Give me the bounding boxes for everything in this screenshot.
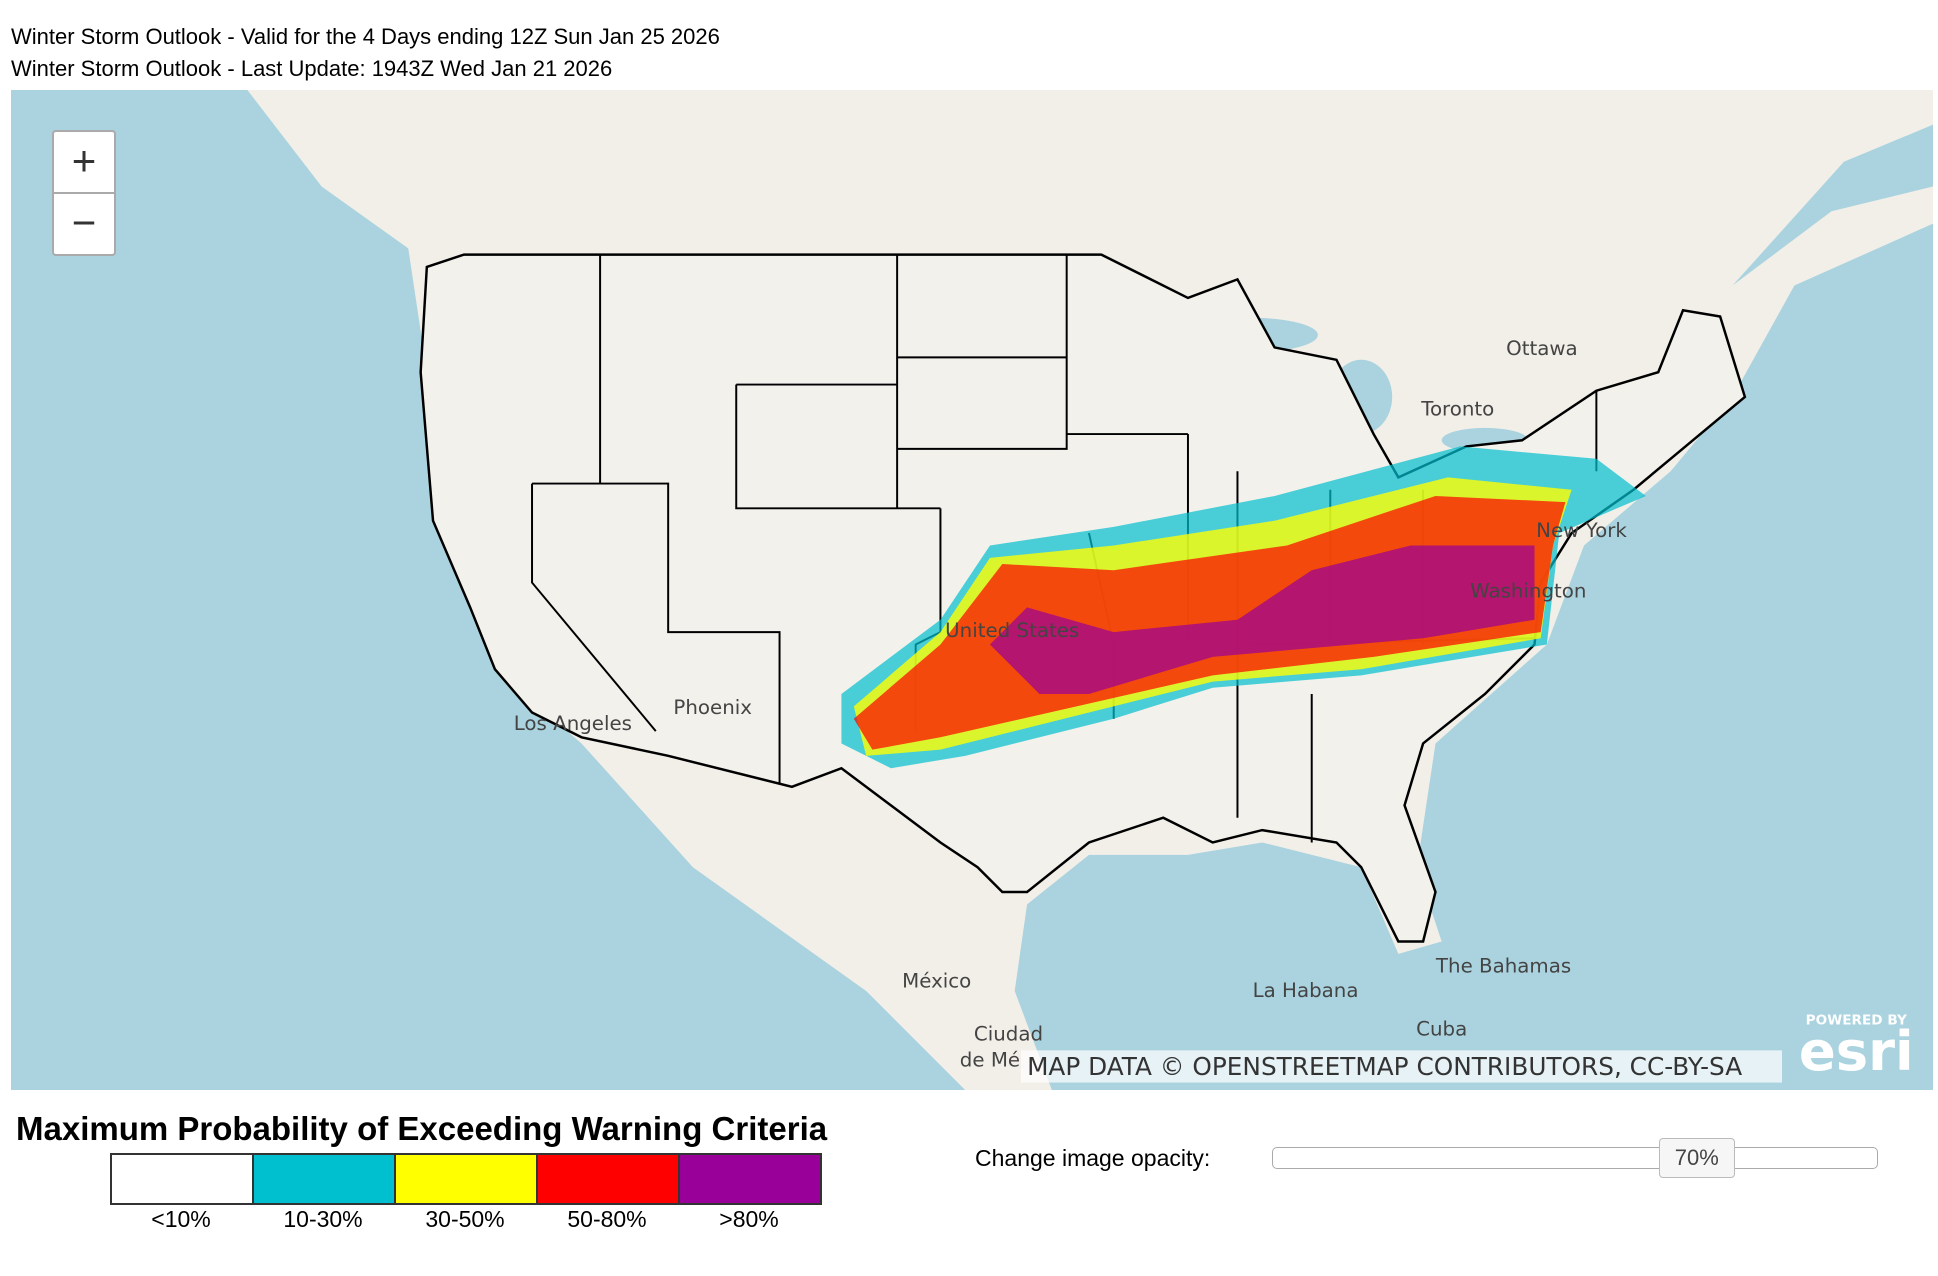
- ocean: [1014, 223, 1933, 1090]
- attribution-box: [1020, 1050, 1783, 1083]
- legend-swatch: [538, 1155, 680, 1203]
- ocean: [1732, 124, 1933, 286]
- legend: [110, 1153, 822, 1205]
- place-label: Phoenix: [673, 696, 752, 719]
- slider-thumb[interactable]: 70%: [1658, 1138, 1735, 1178]
- opacity-slider[interactable]: 70%: [1272, 1138, 1878, 1178]
- place-label: Ottawa: [1506, 337, 1578, 360]
- ocean: [11, 90, 966, 1090]
- zoom-in[interactable]: +: [52, 130, 116, 194]
- header-line: Winter Storm Outlook - Last Update: 1943…: [11, 56, 613, 81]
- place-label: United States: [945, 619, 1079, 642]
- legend-swatch: [396, 1155, 538, 1203]
- place-label: New York: [1536, 519, 1627, 542]
- legend-title: Maximum Probability of Exceeding Warning…: [16, 1110, 828, 1147]
- place-label: México: [902, 969, 971, 992]
- place-label: Ciudad: [974, 1022, 1043, 1045]
- legend-swatch: [112, 1155, 254, 1203]
- legend-label: <10%: [151, 1206, 211, 1232]
- logo: esri: [1799, 1019, 1914, 1083]
- band-80: [989, 545, 1535, 694]
- place-label: de Mé: [960, 1048, 1020, 1071]
- place-label: Toronto: [1420, 397, 1494, 420]
- map[interactable]: Ottawa Toronto New York Washington United St…: [11, 90, 1933, 1090]
- legend-label: 10-30%: [283, 1206, 363, 1232]
- place-label: Washington: [1470, 579, 1586, 602]
- legend-label: >80%: [719, 1206, 779, 1232]
- attribution: MAP DATA © OPENSTREETMAP CONTRIBUTORS, C…: [1027, 1052, 1742, 1081]
- legend-label: 50-80%: [567, 1206, 647, 1232]
- zoom-out[interactable]: −: [52, 192, 116, 256]
- place-label: Cuba: [1416, 1018, 1467, 1041]
- opacity-label: Change image opacity:: [975, 1145, 1211, 1171]
- legend-swatch: [680, 1155, 820, 1203]
- place-label: La Habana: [1253, 979, 1359, 1002]
- legend-label: 30-50%: [425, 1206, 505, 1232]
- place-label: The Bahamas: [1435, 954, 1571, 977]
- place-label: Los Angeles: [514, 712, 632, 735]
- legend-swatch: [254, 1155, 396, 1203]
- header-line: Winter Storm Outlook - Valid for the 4 D…: [11, 24, 720, 49]
- logo-small: POWERED BY: [1806, 1012, 1907, 1028]
